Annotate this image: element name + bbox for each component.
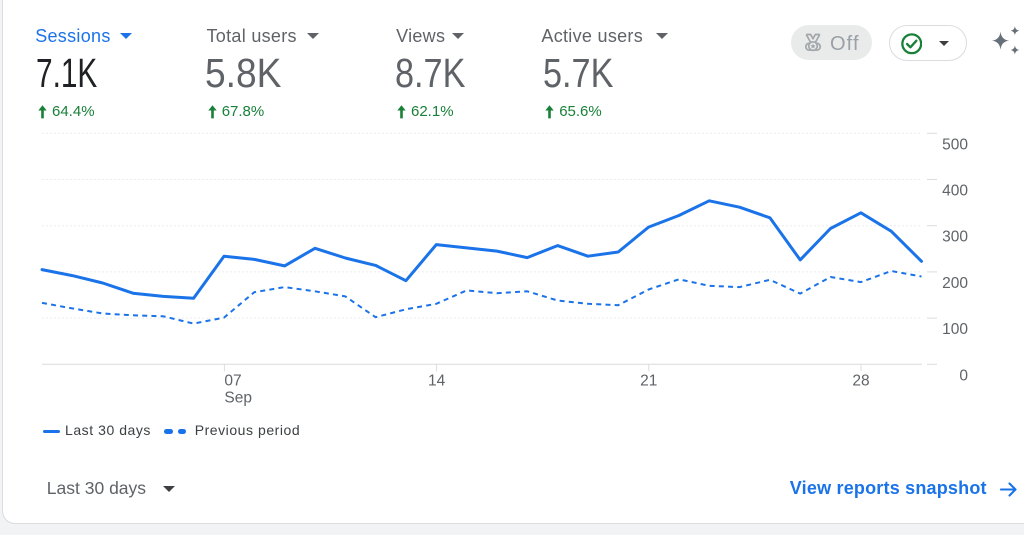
svg-text:21: 21: [640, 373, 657, 390]
svg-text:500: 500: [942, 136, 968, 153]
svg-text:28: 28: [852, 373, 869, 390]
svg-text:400: 400: [942, 183, 968, 200]
svg-text:0: 0: [959, 367, 968, 384]
svg-text:Sep: Sep: [224, 390, 252, 407]
svg-text:100: 100: [942, 321, 968, 338]
svg-text:07: 07: [224, 373, 241, 390]
svg-text:300: 300: [942, 229, 968, 246]
svg-text:200: 200: [942, 275, 968, 292]
svg-text:14: 14: [428, 373, 446, 390]
